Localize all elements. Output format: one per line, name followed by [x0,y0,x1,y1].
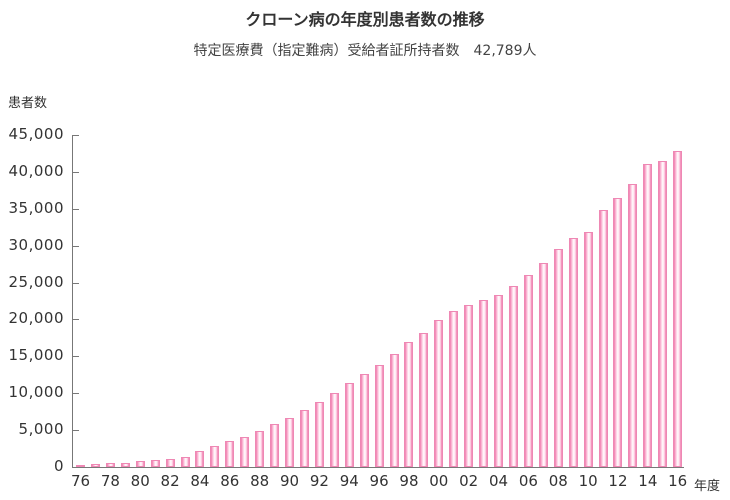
bar-82 [165,458,175,467]
bar-05 [508,285,518,467]
x-tick-label: 04 [488,472,509,490]
bar-93 [329,393,339,467]
y-tick-label: 15,000 [8,346,64,365]
x-tick-label: 92 [309,472,329,490]
bar-86 [225,441,235,467]
y-tick-mark [72,319,79,321]
y-tick-mark [72,356,79,358]
chart-title: クローン病の年度別患者数の推移 [245,10,485,29]
bar-12 [613,197,623,467]
y-tick-label: 45,000 [8,125,64,143]
bar-04 [494,295,504,467]
x-tick-label: 96 [369,472,389,490]
bar-02 [464,304,474,467]
bar-80 [135,461,145,467]
bar-06 [523,275,533,467]
x-tick-label: 14 [638,472,658,490]
y-tick-mark [72,245,79,247]
bar-96 [374,365,384,467]
y-tick-label: 25,000 [8,272,64,291]
bar-76 [76,464,85,467]
x-tick-label: 98 [399,472,419,490]
x-tick-label: 08 [548,472,568,490]
bar-78 [105,463,115,467]
x-axis-label: 年度 [694,479,721,494]
bar-84 [195,450,205,467]
y-tick-mark [72,171,79,173]
bar-01 [449,311,459,467]
bar-83 [180,457,190,467]
y-tick-label: 10,000 [8,383,64,402]
y-tick-mark [72,208,79,210]
y-tick-mark [72,282,79,284]
bar-91 [299,410,309,467]
bar-92 [314,402,324,467]
x-tick-label: 02 [459,472,479,490]
bar-14 [643,163,653,467]
y-tick-label: 40,000 [8,161,64,180]
bar-98 [404,342,414,467]
y-tick-label: 0 [53,457,64,475]
y-tick-mark [72,393,79,395]
bar-15 [658,160,668,467]
x-tick-label: 84 [190,472,210,490]
bar-95 [359,374,369,467]
y-axis-line [72,135,73,467]
bar-88 [255,430,265,467]
bar-08 [553,249,563,467]
x-tick-label: 88 [250,472,270,490]
chart-subtitle: 特定医療費（指定難病）受給者証所持者数 42,789人 [193,43,537,59]
bar-90 [285,418,295,467]
bar-77 [90,464,100,467]
y-tick-label: 30,000 [8,235,64,254]
bar-11 [598,209,608,467]
y-tick-label: 20,000 [8,309,64,328]
bar-13 [628,183,638,467]
x-tick-label: 06 [518,472,538,490]
x-tick-label: 80 [130,472,150,490]
x-tick-label: 86 [220,472,240,490]
bar-16 [673,151,683,467]
x-tick-label: 12 [608,472,628,490]
bar-07 [538,263,548,467]
bar-03 [479,300,489,467]
bar-85 [210,445,220,467]
y-axis-label: 患者数 [8,96,48,111]
bar-99 [419,333,429,467]
x-tick-label: 78 [100,472,120,490]
x-tick-label: 16 [668,472,688,490]
y-tick-label: 5,000 [18,420,64,439]
y-tick-mark [72,135,79,136]
bar-10 [583,232,593,467]
x-tick-label: 82 [160,472,180,490]
bar-81 [150,459,160,467]
x-tick-label: 76 [70,472,91,490]
x-tick-label: 10 [578,472,598,490]
x-axis-line [72,467,684,468]
y-tick-label: 35,000 [8,198,64,217]
bar-87 [240,437,250,467]
bar-79 [120,462,130,467]
x-tick-label: 00 [429,472,449,490]
bar-94 [344,382,354,467]
bar-09 [568,238,578,467]
bar-00 [434,320,444,467]
y-tick-mark [72,430,79,432]
bar-89 [270,424,280,467]
x-tick-label: 90 [279,472,300,490]
bar-97 [389,354,399,467]
x-tick-label: 94 [339,472,359,490]
